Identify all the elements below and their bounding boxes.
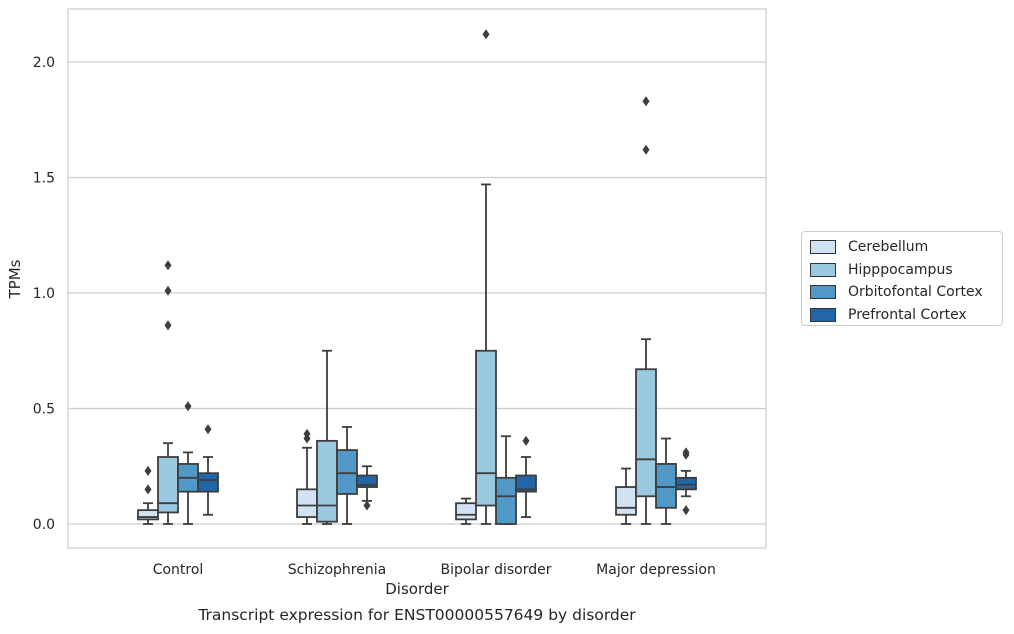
y-tick-label: 0.0	[33, 517, 55, 533]
legend-swatch	[810, 240, 836, 255]
outlier-point	[303, 428, 311, 439]
box-body	[635, 368, 657, 498]
legend-item: Hipppocampus	[810, 259, 1002, 282]
box-body	[615, 486, 637, 516]
box-body	[675, 476, 697, 491]
box-body	[137, 509, 159, 521]
legend-swatch	[810, 307, 836, 322]
legend-label: Orbitofontal Cortex	[848, 284, 983, 301]
y-tick-label: 1.5	[33, 171, 55, 187]
legend-label: Cerebellum	[848, 239, 929, 256]
x-tick-labels: Control Schizophrenia Bipolar disorder Majo…	[153, 562, 716, 578]
outlier-point	[682, 447, 690, 458]
outlier-point	[522, 435, 530, 446]
series-3	[197, 424, 697, 518]
box	[455, 497, 477, 525]
box	[177, 401, 199, 525]
outlier-point	[164, 285, 172, 296]
legend: Cerebellum Hipppocampus Orbitofontal Corte…	[801, 231, 1003, 326]
box-body	[356, 474, 378, 488]
box-body	[495, 476, 517, 525]
figure-caption: Transcript expression for ENST0000055764…	[198, 606, 636, 624]
y-axis-title: TPMs	[6, 259, 24, 299]
outlier-point	[144, 484, 152, 495]
x-axis-title: Disorder	[385, 580, 449, 598]
legend-item: Cerebellum	[810, 236, 1002, 259]
box-series	[137, 29, 697, 525]
outlier-point	[164, 320, 172, 331]
outlier-point	[642, 96, 650, 107]
outlier-point	[144, 465, 152, 476]
box-body	[336, 449, 358, 495]
box-body	[316, 439, 338, 523]
series-0	[137, 428, 637, 525]
y-tick-label: 0.5	[33, 402, 55, 418]
outlier-point	[682, 505, 690, 516]
box	[515, 435, 537, 518]
box	[615, 467, 637, 525]
outlier-point	[642, 144, 650, 155]
box-body	[197, 472, 219, 493]
box	[296, 428, 318, 525]
y-tick-label: 1.0	[33, 286, 55, 302]
x-tick-label: Control	[153, 562, 204, 578]
outlier-point	[164, 260, 172, 271]
box-body	[515, 474, 537, 493]
legend-swatch	[810, 285, 836, 300]
box	[635, 96, 657, 525]
box-body	[296, 488, 318, 518]
outlier-point	[482, 29, 490, 40]
legend-label: Prefrontal Cortex	[848, 306, 967, 323]
series-2	[177, 401, 677, 525]
box	[197, 424, 219, 516]
box-body	[455, 502, 477, 521]
box	[137, 465, 159, 525]
box-body	[655, 463, 677, 509]
y-tick-label: 2.0	[33, 55, 55, 71]
box	[356, 465, 378, 511]
box	[336, 426, 358, 525]
legend-label: Hipppocampus	[848, 261, 953, 278]
box	[475, 29, 497, 525]
outlier-point	[184, 401, 192, 412]
box-body	[475, 349, 497, 507]
box	[675, 447, 697, 516]
box	[157, 260, 179, 525]
legend-item: Prefrontal Cortex	[810, 304, 1002, 327]
series-1	[157, 29, 657, 525]
x-tick-label: Bipolar disorder	[440, 562, 551, 578]
legend-item: Orbitofontal Cortex	[810, 281, 1002, 304]
box-body	[157, 456, 179, 514]
x-tick-label: Major depression	[596, 562, 716, 578]
box	[495, 435, 517, 525]
y-tick-labels: 0.0 0.5 1.0 1.5 2.0	[33, 55, 55, 533]
x-tick-label: Schizophrenia	[288, 562, 386, 578]
legend-swatch	[810, 262, 836, 277]
outlier-point	[363, 500, 371, 511]
outlier-point	[204, 424, 212, 435]
